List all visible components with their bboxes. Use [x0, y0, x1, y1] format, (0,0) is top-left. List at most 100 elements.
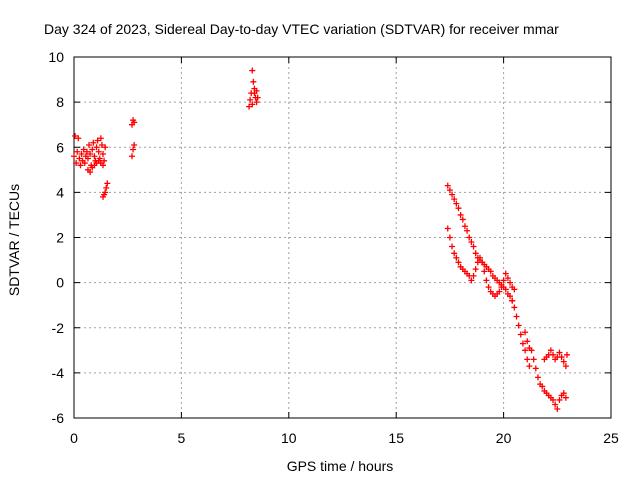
data-point — [99, 151, 106, 158]
data-point — [75, 135, 82, 142]
x-axis-label: GPS time / hours — [287, 458, 394, 474]
data-point — [103, 184, 110, 191]
data-point — [470, 272, 477, 279]
data-point — [511, 286, 518, 293]
data-point — [77, 162, 84, 169]
data-point — [73, 160, 80, 167]
data-point — [446, 234, 453, 241]
data-point — [558, 354, 565, 361]
data-point — [459, 216, 466, 223]
x-tick-label: 0 — [70, 430, 78, 446]
y-tick-label: 10 — [48, 49, 64, 65]
data-point — [87, 151, 94, 158]
data-point — [550, 351, 557, 358]
data-point — [532, 365, 539, 372]
data-point — [253, 99, 260, 106]
data-point — [513, 313, 520, 320]
data-point — [526, 363, 533, 370]
data-point — [80, 146, 87, 153]
y-tick-label: 6 — [56, 139, 64, 155]
data-point — [453, 200, 460, 207]
data-point — [246, 103, 253, 110]
data-point — [550, 396, 557, 403]
series-segment-8 — [509, 297, 569, 412]
data-point — [451, 196, 458, 203]
data-point — [528, 347, 535, 354]
data-point — [81, 160, 88, 167]
data-point — [466, 234, 473, 241]
series-segment-2 — [84, 157, 106, 176]
data-point — [84, 155, 91, 162]
data-point — [530, 356, 537, 363]
data-point — [250, 78, 257, 85]
data-point — [468, 239, 475, 246]
data-point — [487, 268, 494, 275]
data-point — [509, 297, 516, 304]
data-point — [504, 275, 511, 282]
data-point — [472, 266, 479, 273]
data-point — [91, 153, 98, 160]
data-point — [444, 182, 451, 189]
series-segment-4 — [128, 117, 138, 160]
data-point — [94, 137, 101, 144]
data-point — [449, 243, 456, 250]
data-point — [86, 141, 93, 148]
y-tick-label: 8 — [56, 94, 64, 110]
data-point — [522, 347, 529, 354]
data-point — [476, 254, 483, 261]
data-point — [534, 374, 541, 381]
data-point — [483, 277, 490, 284]
data-point — [481, 268, 488, 275]
y-tick-label: 0 — [56, 275, 64, 291]
data-point — [560, 358, 567, 365]
data-point — [453, 254, 460, 261]
data-point — [502, 270, 509, 277]
data-point — [468, 277, 475, 284]
data-point — [101, 157, 108, 164]
data-point — [90, 139, 97, 146]
x-tick-label: 25 — [603, 430, 619, 446]
data-point — [71, 153, 77, 160]
data-point — [498, 284, 505, 291]
data-points — [71, 67, 570, 412]
data-point — [552, 401, 559, 408]
series-segment-5 — [246, 67, 261, 110]
data-point — [485, 284, 492, 291]
data-point — [72, 132, 79, 139]
data-point — [502, 286, 509, 293]
data-point — [83, 148, 90, 155]
data-point — [130, 146, 137, 153]
grid-lines — [74, 57, 611, 418]
series-segment-3 — [99, 180, 111, 200]
y-tick-label: -4 — [52, 365, 65, 381]
data-point — [457, 211, 464, 218]
data-point — [556, 349, 563, 356]
y-axis-label: SDTVAR / TECUs — [6, 184, 22, 296]
data-point — [517, 331, 524, 338]
data-point — [444, 225, 451, 232]
x-tick-label: 15 — [388, 430, 404, 446]
y-tick-label: -2 — [52, 320, 65, 336]
data-point — [249, 67, 256, 74]
data-point — [507, 293, 514, 300]
data-point — [539, 383, 546, 390]
data-point — [102, 144, 109, 151]
data-point — [470, 243, 477, 250]
data-point — [253, 87, 260, 94]
data-point — [547, 347, 554, 354]
data-point — [98, 141, 105, 148]
data-point — [464, 227, 471, 234]
data-point — [99, 162, 106, 169]
data-point — [128, 153, 135, 160]
data-point — [451, 250, 458, 257]
data-point — [76, 155, 83, 162]
data-point — [87, 169, 94, 176]
data-point — [524, 356, 531, 363]
data-point — [479, 259, 486, 266]
data-point — [524, 338, 531, 345]
data-point — [507, 279, 514, 286]
data-point — [89, 146, 96, 153]
axis-ticks: 0 5 10 15 20 25 -6 -4 -2 0 2 4 6 8 10 — [48, 49, 619, 446]
data-point — [93, 144, 100, 151]
y-tick-label: 2 — [56, 230, 64, 246]
